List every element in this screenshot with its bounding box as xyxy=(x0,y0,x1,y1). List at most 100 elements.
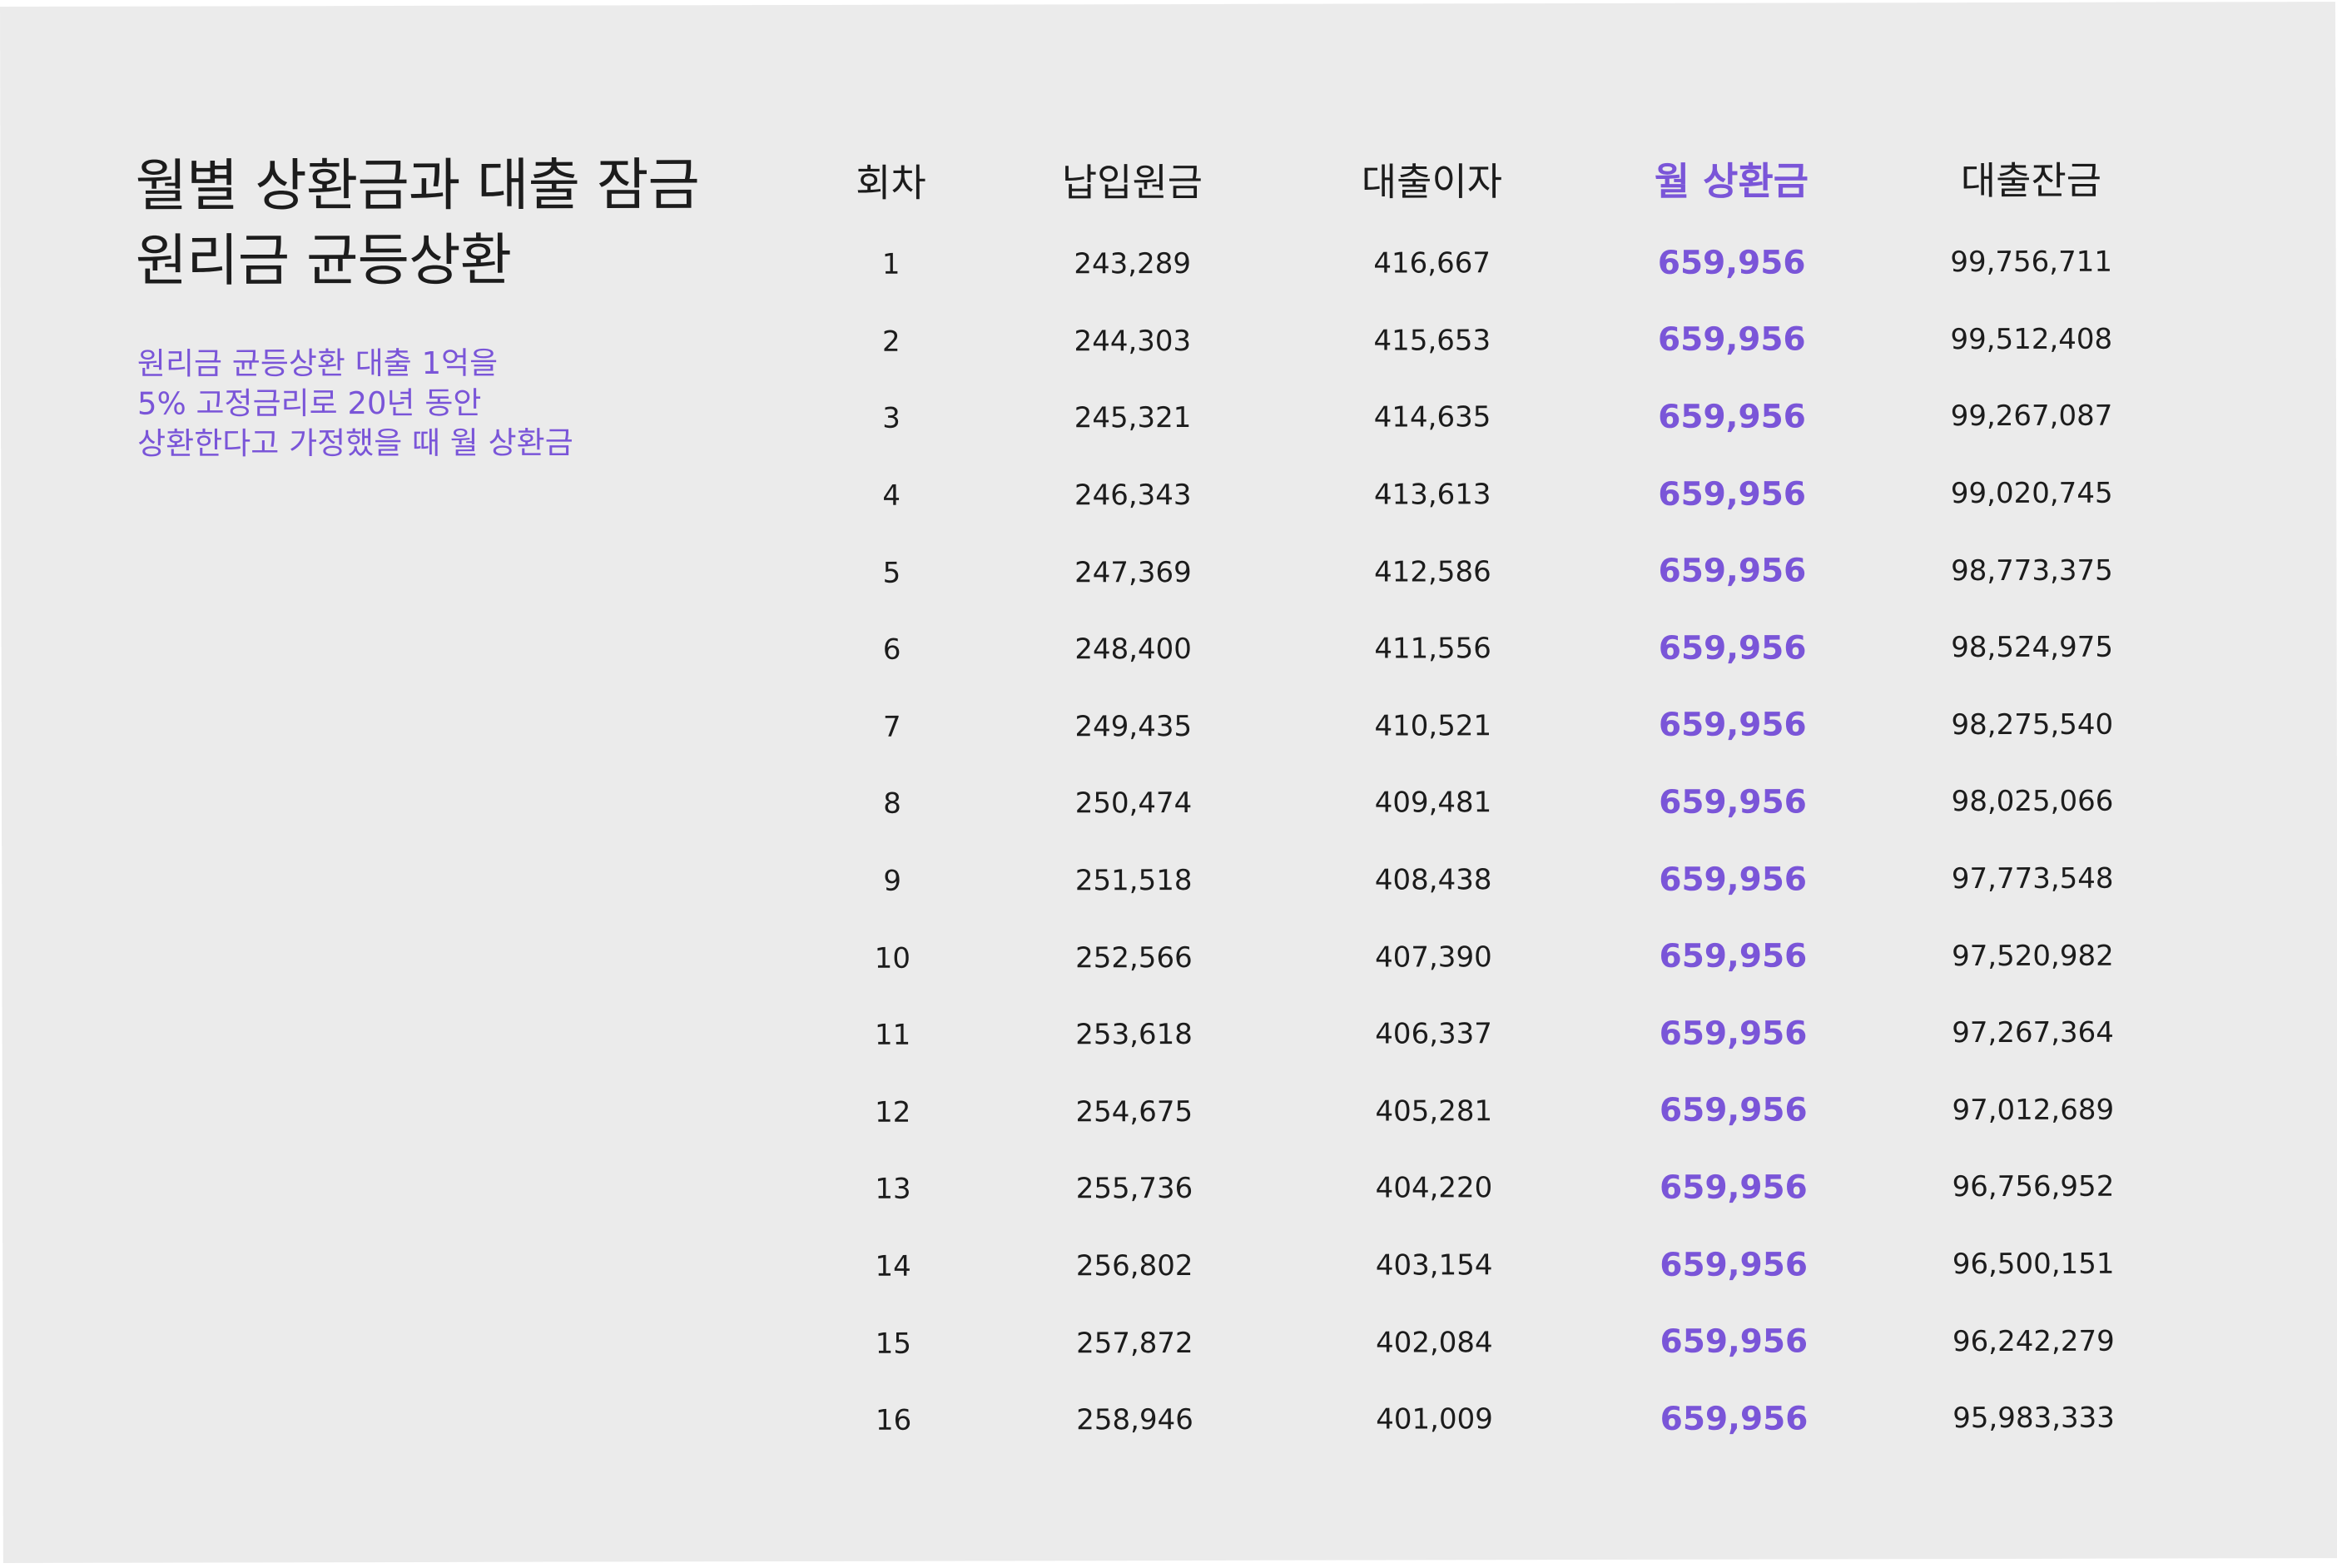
cell-balance: 98,025,066 xyxy=(1951,785,2114,819)
cell-principal: 251,518 xyxy=(1074,864,1193,898)
table-row: 7 249,435 410,521 659,956 98,275,540 xyxy=(801,686,2182,766)
cell-principal: 246,343 xyxy=(1074,479,1192,513)
cell-installment: 11 xyxy=(874,1018,911,1053)
repayment-schedule-table: 회차 납입원금 대출이자 월 상환금 대출잔금 1 243,289 416,667 6… xyxy=(799,132,2183,1460)
cell-monthly-payment: 659,956 xyxy=(1659,1015,1808,1053)
page-title: 월별 상환금과 대출 잠금 원리금 균등상환 xyxy=(135,148,699,299)
cell-principal: 256,802 xyxy=(1075,1249,1193,1283)
title-line-2: 원리금 균등상환 xyxy=(135,227,512,295)
cell-interest: 404,220 xyxy=(1375,1171,1493,1205)
table-row: 11 253,618 406,337 659,956 97,267,364 xyxy=(801,994,2182,1074)
cell-balance: 96,242,279 xyxy=(1952,1324,2115,1358)
cell-principal: 244,303 xyxy=(1074,324,1192,359)
cell-interest: 410,521 xyxy=(1374,709,1492,743)
cell-monthly-payment: 659,956 xyxy=(1659,783,1807,821)
cell-balance: 98,524,975 xyxy=(1951,630,2113,665)
cell-balance: 96,500,151 xyxy=(1952,1247,2115,1282)
table-body: 1 243,289 416,667 659,956 99,756,711 2 244,303… xyxy=(800,224,2184,1460)
cell-installment: 2 xyxy=(881,325,901,359)
table-row: 12 254,675 405,281 659,956 97,012,689 xyxy=(801,1071,2183,1151)
cell-interest: 415,653 xyxy=(1373,324,1491,358)
cell-monthly-payment: 659,956 xyxy=(1659,937,1808,975)
cell-interest: 402,084 xyxy=(1376,1325,1493,1360)
cell-interest: 412,586 xyxy=(1374,554,1491,589)
cell-monthly-payment: 659,956 xyxy=(1659,1091,1808,1130)
cell-installment: 5 xyxy=(882,556,901,590)
cell-interest: 401,009 xyxy=(1376,1402,1493,1437)
header-balance: 대출잔금 xyxy=(1960,157,2102,204)
cell-balance: 99,020,745 xyxy=(1950,476,2113,511)
cell-monthly-payment: 659,956 xyxy=(1658,398,1806,436)
cell-interest: 416,667 xyxy=(1373,246,1491,280)
table-row: 2 244,303 415,653 659,956 99,512,408 xyxy=(800,300,2181,380)
cell-installment: 12 xyxy=(875,1095,911,1129)
cell-interest: 414,635 xyxy=(1373,400,1491,435)
description: 원리금 균등상환 대출 1억을 5% 고정금리로 20년 동안 상환한다고 가정… xyxy=(137,344,573,464)
cell-principal: 254,675 xyxy=(1075,1094,1193,1129)
cell-principal: 243,289 xyxy=(1074,247,1191,281)
cell-balance: 97,773,548 xyxy=(1951,861,2114,896)
cell-monthly-payment: 659,956 xyxy=(1658,552,1807,591)
table-row: 4 246,343 413,613 659,956 99,020,745 xyxy=(800,454,2181,534)
cell-principal: 245,321 xyxy=(1074,401,1192,435)
cell-principal: 248,400 xyxy=(1074,633,1192,667)
cell-interest: 406,337 xyxy=(1375,1017,1492,1051)
title-line-1: 월별 상환금과 대출 잠금 xyxy=(135,152,699,220)
cell-balance: 99,267,087 xyxy=(1950,399,2113,434)
cell-installment: 14 xyxy=(875,1249,911,1283)
cell-interest: 408,438 xyxy=(1374,863,1492,897)
cell-monthly-payment: 659,956 xyxy=(1657,244,1806,282)
cell-installment: 9 xyxy=(883,864,902,898)
table-row: 5 247,369 412,586 659,956 98,773,375 xyxy=(800,532,2181,612)
header-principal: 납입원금 xyxy=(1061,159,1203,206)
cell-installment: 7 xyxy=(882,710,901,744)
cell-balance: 95,983,333 xyxy=(1952,1401,2115,1436)
table-header-row: 회차 납입원금 대출이자 월 상환금 대출잔금 xyxy=(799,132,2181,226)
cell-interest: 413,613 xyxy=(1373,478,1491,512)
table-row: 1 243,289 416,667 659,956 99,756,711 xyxy=(800,224,2181,304)
cell-monthly-payment: 659,956 xyxy=(1659,861,1808,899)
cell-balance: 96,756,952 xyxy=(1952,1170,2115,1204)
cell-balance: 99,512,408 xyxy=(1950,322,2113,356)
description-line-2: 5% 고정금리로 20년 동안 xyxy=(136,385,482,422)
cell-installment: 15 xyxy=(875,1327,912,1361)
cell-installment: 4 xyxy=(882,479,901,513)
cell-monthly-payment: 659,956 xyxy=(1660,1169,1808,1207)
cell-installment: 3 xyxy=(882,402,901,436)
cell-monthly-payment: 659,956 xyxy=(1660,1322,1809,1361)
cell-installment: 13 xyxy=(875,1173,911,1207)
cell-balance: 98,773,375 xyxy=(1951,553,2113,588)
cell-principal: 253,618 xyxy=(1075,1018,1193,1052)
header-monthly-payment: 월 상환금 xyxy=(1654,158,1809,204)
cell-balance: 98,275,540 xyxy=(1951,707,2114,742)
cell-principal: 252,566 xyxy=(1075,940,1193,975)
header-installment: 회차 xyxy=(856,160,926,206)
cell-interest: 403,154 xyxy=(1375,1248,1493,1283)
cell-monthly-payment: 659,956 xyxy=(1658,629,1807,667)
cell-monthly-payment: 659,956 xyxy=(1660,1400,1809,1438)
cell-interest: 411,556 xyxy=(1374,632,1491,666)
cell-monthly-payment: 659,956 xyxy=(1658,475,1807,514)
table-row: 3 245,321 414,635 659,956 99,267,087 xyxy=(800,378,2181,458)
cell-balance: 97,267,364 xyxy=(1952,1015,2114,1050)
cell-installment: 8 xyxy=(883,787,901,821)
table-row: 15 257,872 402,084 659,956 96,242,279 xyxy=(801,1303,2183,1382)
table-row: 8 250,474 409,481 659,956 98,025,066 xyxy=(801,763,2182,843)
table-row: 6 248,400 411,556 659,956 98,524,975 xyxy=(801,608,2182,688)
cell-monthly-payment: 659,956 xyxy=(1660,1245,1809,1284)
cell-interest: 409,481 xyxy=(1374,786,1492,820)
description-line-3: 상환한다고 가정했을 때 월 상환금 xyxy=(137,424,573,462)
cell-installment: 10 xyxy=(874,941,911,975)
cell-balance: 99,756,711 xyxy=(1950,245,2113,280)
cell-interest: 405,281 xyxy=(1375,1094,1493,1129)
cell-monthly-payment: 659,956 xyxy=(1657,320,1806,360)
cell-installment: 6 xyxy=(882,633,901,667)
cell-monthly-payment: 659,956 xyxy=(1658,706,1807,745)
cell-principal: 255,736 xyxy=(1075,1172,1193,1206)
cell-principal: 249,435 xyxy=(1074,709,1193,744)
cell-principal: 250,474 xyxy=(1074,786,1193,821)
cell-principal: 258,946 xyxy=(1076,1403,1193,1437)
description-line-1: 원리금 균등상환 대출 1억을 xyxy=(136,345,499,382)
cell-interest: 407,390 xyxy=(1375,940,1492,975)
